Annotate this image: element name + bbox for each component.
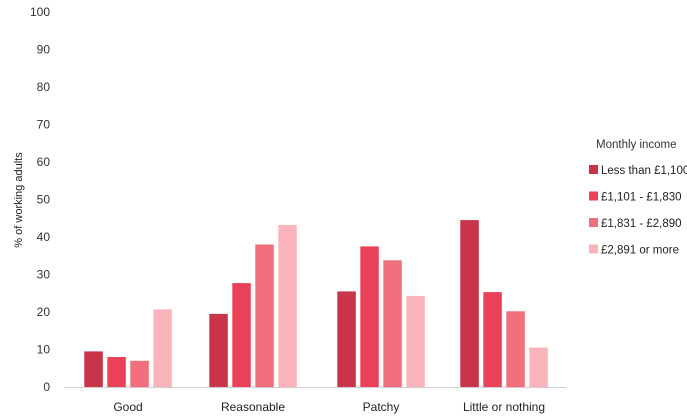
bars: [84, 220, 548, 388]
legend-swatch: [589, 244, 598, 254]
y-tick-label: 100: [30, 5, 50, 19]
bar: [483, 292, 502, 387]
x-tick-label: Good: [113, 400, 142, 414]
legend-swatch: [589, 165, 598, 174]
bar: [506, 311, 525, 388]
y-axis-label: % of working adults: [13, 152, 25, 248]
y-tick-label: 90: [37, 43, 51, 57]
bar: [209, 313, 228, 387]
x-axis: Good Reasonable Patchy Little or nothing: [113, 400, 545, 414]
y-axis: 0 10 20 30 40 50 60 70 80 90 100: [30, 5, 50, 394]
y-tick-label: 50: [37, 193, 51, 207]
bar: [84, 351, 103, 387]
x-tick-label: Reasonable: [221, 400, 285, 414]
y-tick-label: 60: [37, 155, 51, 169]
legend-title: Monthly income: [596, 139, 677, 151]
y-tick-label: 30: [37, 268, 51, 282]
y-tick-label: 0: [43, 380, 50, 394]
bar: [232, 283, 251, 387]
bar: [337, 291, 356, 387]
bar: [278, 225, 297, 387]
x-tick-label: Patchy: [363, 400, 400, 414]
legend-item-label: Less than £1,100: [601, 165, 687, 177]
bar: [360, 246, 379, 387]
legend-swatch: [589, 191, 598, 201]
bar: [460, 220, 479, 387]
bar: [130, 360, 149, 388]
legend-item-label: £1,101 - £1,830: [601, 192, 682, 204]
legend-item-label: £2,891 or more: [601, 245, 679, 257]
bar: [153, 309, 172, 387]
y-tick-label: 40: [37, 230, 51, 244]
bar: [406, 295, 425, 387]
x-tick-label: Little or nothing: [463, 400, 545, 414]
bar: [255, 244, 274, 387]
y-tick-label: 70: [37, 118, 51, 132]
y-tick-label: 80: [37, 80, 51, 94]
y-tick-label: 10: [37, 343, 51, 357]
legend-swatch: [589, 218, 598, 227]
bar: [383, 260, 402, 388]
legend-item-label: £1,831 - £2,890: [601, 218, 682, 230]
bar: [107, 357, 126, 387]
bar: [529, 347, 548, 387]
y-tick-label: 20: [37, 305, 51, 319]
legend: Less than £1,100 £1,101 - £1,830 £1,831 - …: [589, 165, 687, 257]
